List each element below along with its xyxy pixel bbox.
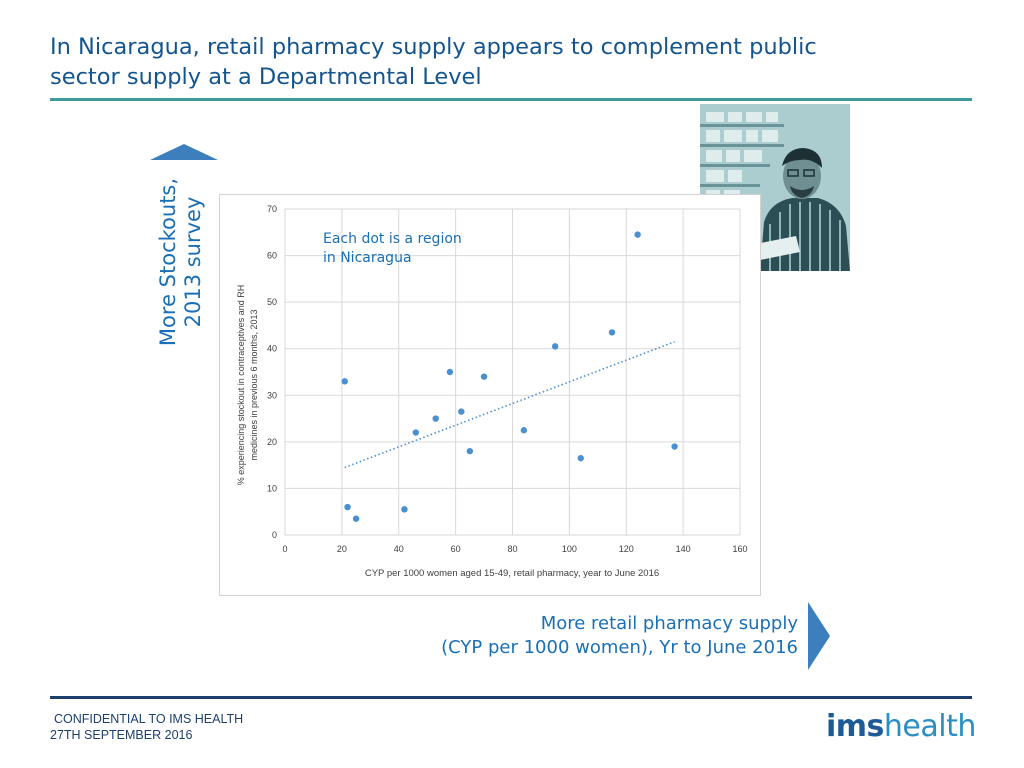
data-point xyxy=(520,427,528,434)
data-point xyxy=(577,454,584,462)
data-point xyxy=(352,515,360,522)
footer: CONFIDENTIAL TO IMS HEALTH 27TH SEPTEMBE… xyxy=(50,712,243,743)
footer-date: 27TH SEPTEMBER 2016 xyxy=(50,727,193,742)
x-tick-label: 0 xyxy=(282,544,287,554)
confidential-label: CONFIDENTIAL TO IMS HEALTH xyxy=(54,712,244,726)
slide-title: In Nicaragua, retail pharmacy supply app… xyxy=(50,32,980,92)
y-tick-label: 70 xyxy=(267,204,277,214)
chart-points xyxy=(341,231,678,522)
data-point xyxy=(634,231,641,238)
up-arrow-icon xyxy=(150,144,218,160)
data-point xyxy=(458,408,465,415)
slide-title-line2: sector supply at a Departmental Level xyxy=(50,64,482,90)
x-axis-title: CYP per 1000 women aged 15-49, retail ph… xyxy=(365,568,659,579)
ims-health-logo: imshealth xyxy=(826,708,976,746)
x-tick-label: 60 xyxy=(451,544,461,554)
chart-gridlines xyxy=(284,208,741,536)
x-tick-label: 120 xyxy=(619,544,634,554)
x-callout: More retail pharmacy supply (CYP per 100… xyxy=(441,612,798,660)
x-tick-label: 20 xyxy=(337,544,347,554)
y-tick-label: 10 xyxy=(267,483,277,493)
annotation-line2: in Nicaragua xyxy=(323,250,412,266)
data-point xyxy=(432,415,439,422)
data-point xyxy=(344,503,351,511)
y-tick-label: 40 xyxy=(267,344,277,354)
trendline xyxy=(344,340,675,469)
right-arrow-icon xyxy=(808,602,830,670)
y-axis-title-line2: medicines in previous 6 months, 2013 xyxy=(249,309,259,460)
x-tick-label: 80 xyxy=(507,544,517,554)
title-divider xyxy=(50,98,972,101)
data-point xyxy=(480,373,488,380)
pharmacist-photo-icon xyxy=(700,104,850,271)
data-point xyxy=(412,429,420,436)
y-tick-label: 50 xyxy=(267,297,277,307)
data-point xyxy=(401,506,408,513)
y-callout-line2: 2013 survey xyxy=(181,196,205,328)
annotation-line1: Each dot is a region xyxy=(323,231,462,247)
x-callout-line1: More retail pharmacy supply xyxy=(540,613,798,634)
data-point xyxy=(551,343,559,350)
y-tick-label: 30 xyxy=(267,390,277,400)
y-tick-label: 60 xyxy=(267,251,277,261)
data-point xyxy=(671,443,678,450)
x-callout-line2: (CYP per 1000 women), Yr to June 2016 xyxy=(441,637,798,658)
x-tick-label: 160 xyxy=(732,544,747,554)
chart-panel: 0 20 40 60 80 100 120 140 160 0 10 20 30 40 50 60 70 % e… xyxy=(219,194,761,596)
y-axis-title-line1: % experiencing stockout in contraceptive… xyxy=(236,285,246,486)
data-point xyxy=(466,447,474,455)
chart-tick-labels: 0 20 40 60 80 100 120 140 160 0 10 20 30 40 50 60 70 xyxy=(267,204,748,554)
data-point xyxy=(341,378,348,385)
scatter-chart: 0 20 40 60 80 100 120 140 160 0 10 20 30 40 50 60 70 % e… xyxy=(236,204,748,579)
x-tick-label: 100 xyxy=(562,544,577,554)
logo-part-health: health xyxy=(883,709,976,744)
slide-title-line1: In Nicaragua, retail pharmacy supply app… xyxy=(50,34,817,60)
y-tick-label: 20 xyxy=(267,437,277,447)
logo-part-ims: ims xyxy=(826,709,884,744)
y-callout-line1: More Stockouts, xyxy=(156,177,180,347)
data-point xyxy=(608,329,616,336)
y-tick-label: 0 xyxy=(272,530,277,540)
x-tick-label: 140 xyxy=(676,544,691,554)
x-tick-label: 40 xyxy=(394,544,404,554)
data-point xyxy=(446,368,454,376)
footer-divider xyxy=(50,696,972,699)
